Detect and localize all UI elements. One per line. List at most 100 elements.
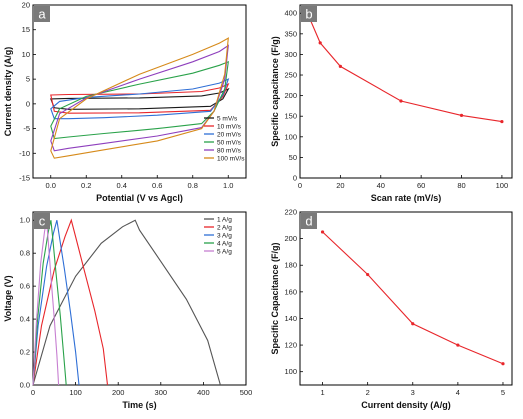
x-tick-label: 400	[197, 388, 210, 397]
x-tick-label: 4	[456, 388, 460, 397]
x-tick-label: 0	[298, 181, 302, 190]
y-tick-label: 220	[284, 208, 297, 217]
x-axis-label: Time (s)	[122, 400, 156, 410]
cv-loop-80-mv-s	[50, 44, 229, 152]
gcd-curve-4-a-g	[32, 220, 67, 386]
cv-loop-5-mv-s	[50, 87, 230, 110]
y-tick-label: 100	[284, 367, 297, 376]
gcd-curve-1-a-g	[32, 219, 221, 386]
x-tick-label: 0.2	[81, 181, 91, 190]
legend-label: 5 A/g	[217, 248, 232, 255]
data-point	[459, 113, 464, 117]
y-tick-label: 0.8	[20, 249, 30, 258]
data-point	[411, 322, 415, 326]
y-tick-label: 180	[284, 261, 297, 270]
y-tick-label: 300	[284, 50, 297, 59]
y-axis-label: Specific Capacitance (F/g)	[270, 242, 280, 354]
data-point	[338, 64, 342, 68]
y-tick-label: 50	[289, 153, 297, 162]
data-point	[318, 41, 322, 45]
panel-label-badge	[301, 6, 317, 22]
x-tick-label: 1.0	[223, 181, 233, 190]
y-tick-label: 0.2	[20, 348, 30, 357]
panel-label-badge	[34, 6, 50, 22]
series-line	[309, 19, 502, 123]
y-tick-label: 15	[22, 25, 30, 34]
panel-label: b	[305, 7, 312, 22]
data-point	[399, 99, 403, 103]
x-tick-label: 5	[501, 388, 505, 397]
x-axis-label: Current density (A/g)	[361, 400, 451, 410]
y-tick-label: 250	[284, 71, 297, 80]
x-tick-label: 0.4	[117, 181, 127, 190]
y-tick-label: 0.0	[20, 381, 30, 390]
panel-label: d	[305, 214, 312, 229]
x-axis-label: Potential (V vs Agcl)	[96, 193, 183, 203]
y-tick-label: -10	[19, 149, 30, 158]
panel-label: a	[38, 7, 46, 22]
y-tick-label: 0	[26, 99, 30, 108]
y-tick-label: 160	[284, 287, 297, 296]
cv-loop-100-mv-s	[50, 37, 229, 159]
y-axis-label: Voltage (V)	[3, 275, 13, 321]
x-tick-label: 100	[496, 181, 509, 190]
data-point	[456, 343, 460, 347]
panel-a: 0.0 0.2 0.4 0.6 0.8 1.0 -15 -10 -5 0 5 10 15 20 Potent…	[3, 1, 247, 203]
cv-loop-10-mv-s	[50, 83, 230, 114]
y-tick-label: 200	[284, 234, 297, 243]
plot-frame	[299, 4, 513, 179]
y-tick-label: 120	[284, 341, 297, 350]
x-tick-label: 0.0	[46, 181, 56, 190]
x-tick-label: 40	[377, 181, 385, 190]
legend-label: 100 mV/s	[217, 155, 245, 162]
x-tick-label: 80	[457, 181, 465, 190]
cv-loop-20-mv-s	[50, 78, 230, 120]
x-tick-label: 0	[31, 388, 35, 397]
y-tick-label: 10	[22, 50, 30, 59]
legend-label: 2 A/g	[217, 224, 232, 231]
legend-label: 10 mV/s	[217, 123, 242, 130]
x-tick-label: 300	[155, 388, 168, 397]
panel-d: 1 2 3 4 5 100 120 140 160 180 200 220 Current densit…	[270, 208, 513, 410]
legend-label: 4 A/g	[217, 240, 232, 247]
legend-label: 80 mV/s	[217, 147, 242, 154]
data-point	[500, 119, 504, 124]
x-tick-label: 100	[69, 388, 82, 397]
x-tick-label: 3	[411, 388, 415, 397]
y-tick-label: 350	[284, 29, 297, 38]
data-point	[366, 272, 370, 277]
x-tick-label: 60	[417, 181, 425, 190]
legend-label: 20 mV/s	[217, 131, 242, 138]
panel-c: 0 100 200 300 400 500 0.0 0.2 0.4 0.6 0.8 1.0 Time (…	[3, 211, 253, 410]
data-point	[320, 230, 325, 234]
y-tick-label: 1.0	[20, 216, 30, 225]
plot-frame	[299, 211, 513, 386]
legend-label: 3 A/g	[217, 232, 232, 239]
y-tick-label: -15	[19, 174, 30, 183]
y-tick-label: 20	[22, 1, 30, 10]
panel-b: 0 20 40 60 80 100 0 50 100 150 200 250 300 350 400 Scan…	[270, 4, 513, 203]
series-line	[322, 231, 504, 365]
gcd-curve-3-a-g	[32, 220, 80, 386]
x-tick-label: 2	[366, 388, 370, 397]
panel-label: c	[39, 214, 46, 229]
gcd-curve-2-a-g	[32, 218, 109, 386]
x-tick-label: 200	[112, 388, 125, 397]
legend-label: 1 A/g	[217, 216, 232, 223]
y-tick-label: -5	[23, 124, 30, 133]
cv-loop-50-mv-s	[50, 60, 229, 140]
x-tick-label: 0.6	[152, 181, 162, 190]
y-tick-label: 0	[293, 174, 297, 183]
plot-frame	[32, 211, 247, 386]
x-tick-label: 20	[336, 181, 344, 190]
y-tick-label: 0.6	[20, 282, 30, 291]
panel-label-badge	[301, 213, 317, 229]
x-tick-label: 500	[240, 388, 253, 397]
y-tick-label: 200	[284, 91, 297, 100]
y-axis-label: Specific capacitance (F/g)	[270, 36, 280, 147]
legend-label: 5 mV/s	[217, 115, 238, 122]
y-tick-label: 0.4	[20, 315, 30, 324]
y-tick-label: 140	[284, 314, 297, 323]
plot-frame	[32, 4, 247, 179]
